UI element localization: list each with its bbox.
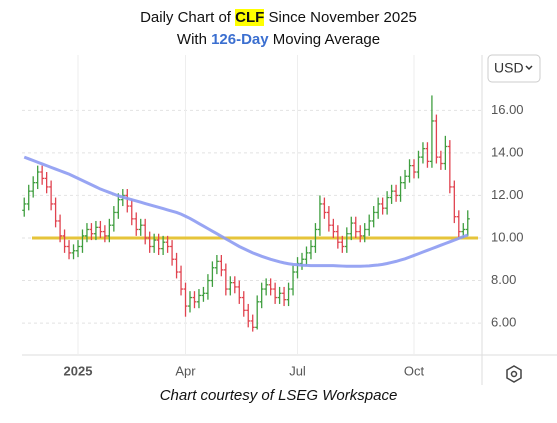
moving-average bbox=[23, 155, 469, 268]
x-tick-label: Apr bbox=[175, 363, 196, 378]
x-tick-label: 2025 bbox=[64, 363, 93, 378]
subtitle-text: With bbox=[176, 31, 212, 48]
plot: 6.00 8.00 10.00 12.00 14.00 16.00 2025 Apr Jul Oc… bbox=[22, 55, 524, 378]
subtitle-text: Moving Average bbox=[268, 31, 381, 48]
title-text: Daily Chart of bbox=[140, 9, 236, 26]
caption: Chart courtesy of LSEG Workspace bbox=[159, 387, 398, 404]
y-tick-label: 6.00 bbox=[491, 315, 516, 330]
subtitle: With 126-Day Moving Average bbox=[0, 31, 557, 48]
settings-icon-dot bbox=[510, 370, 518, 378]
x-tick-label: Jul bbox=[289, 363, 306, 378]
x-tick-label: Oct bbox=[404, 363, 425, 378]
settings-icon[interactable] bbox=[506, 365, 522, 383]
y-tick-label: 10.00 bbox=[491, 229, 524, 244]
currency-button[interactable] bbox=[487, 54, 541, 83]
ticker: CLF bbox=[235, 9, 265, 26]
chevron bbox=[525, 65, 533, 71]
y-tick-label: 16.00 bbox=[491, 102, 524, 117]
y-tick-label: 14.00 bbox=[491, 144, 524, 159]
y-tick-label: 12.00 bbox=[491, 187, 524, 202]
title-text: Since November 2025 bbox=[264, 9, 417, 26]
chart: USD 6.00 8.00 10.00 12.00 14.00 16.00 2025 Apr J… bbox=[22, 54, 557, 385]
y-tick-label: 8.00 bbox=[491, 272, 516, 287]
ma-label: 126-Day bbox=[211, 31, 269, 48]
currency-label: USD bbox=[494, 60, 524, 76]
title: Daily Chart of CLF Since November 2025 bbox=[0, 9, 557, 26]
